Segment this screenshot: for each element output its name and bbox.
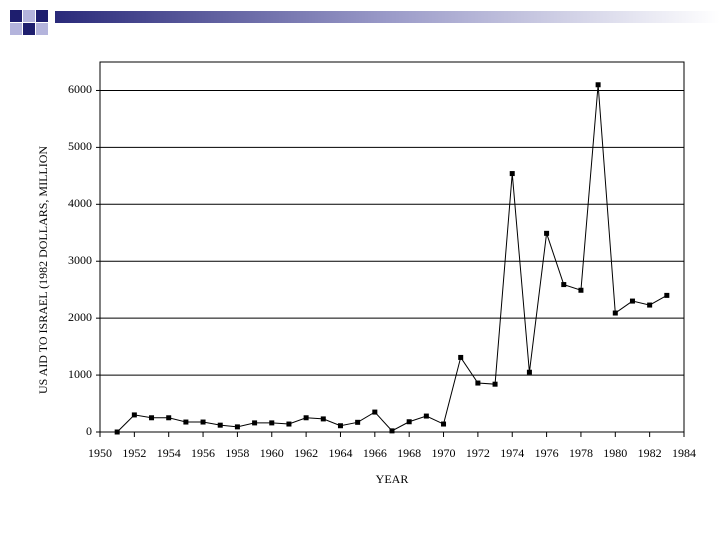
plot-frame [99, 61, 685, 433]
y-tick-label: 6000 [68, 82, 92, 96]
x-tick-label: 1964 [328, 446, 352, 460]
data-point [561, 282, 567, 288]
x-tick-label: 1978 [569, 446, 593, 460]
x-tick-label: 1972 [466, 446, 490, 460]
data-point [149, 415, 155, 421]
data-point [406, 419, 412, 425]
x-tick-label: 1974 [500, 446, 524, 460]
x-tick-label: 1960 [260, 446, 284, 460]
x-tick-label: 1966 [363, 446, 387, 460]
data-point [441, 421, 447, 427]
data-point [166, 415, 172, 421]
data-point [355, 419, 361, 425]
x-tick-label: 1984 [672, 446, 696, 460]
data-point [286, 421, 292, 427]
data-point [458, 354, 464, 360]
decoration [10, 10, 720, 35]
data-point [252, 420, 258, 426]
data-point [269, 420, 275, 426]
x-tick-label: 1958 [225, 446, 249, 460]
data-point [303, 415, 309, 421]
data-point [595, 82, 601, 88]
data-point [629, 298, 635, 304]
x-tick-label: 1954 [157, 446, 181, 460]
x-tick-label: 1950 [88, 446, 112, 460]
y-tick-label: 2000 [68, 310, 92, 324]
data-point [612, 310, 618, 316]
y-tick-label: 5000 [68, 139, 92, 153]
y-tick-label: 1000 [68, 367, 92, 381]
data-line [116, 84, 668, 433]
data-point [664, 292, 670, 298]
x-tick-label: 1980 [603, 446, 627, 460]
data-point [217, 422, 223, 428]
data-point [475, 380, 481, 386]
x-axis-label: YEAR [376, 472, 409, 486]
y-axis-label: US AID TO ISRAEL (1982 DOLLARS, MILLION [36, 146, 50, 394]
data-point [492, 381, 498, 387]
data-point [526, 369, 532, 375]
data-point [131, 412, 137, 418]
x-tick-label: 1952 [122, 446, 146, 460]
data-point [234, 424, 240, 430]
data-point [200, 419, 206, 425]
y-tick-label: 3000 [68, 253, 92, 267]
data-point [423, 413, 429, 419]
x-tick-label: 1970 [432, 446, 456, 460]
data-point [337, 423, 343, 429]
x-tick-label: 1982 [638, 446, 662, 460]
y-tick-label: 4000 [68, 196, 92, 210]
y-tick-label: 0 [86, 424, 92, 438]
data-point [320, 416, 326, 422]
data-point [578, 287, 584, 293]
data-point [372, 409, 378, 415]
x-tick-label: 1968 [397, 446, 421, 460]
data-point [114, 429, 120, 435]
data-point [389, 428, 395, 434]
data-point [544, 230, 550, 236]
x-tick-label: 1956 [191, 446, 215, 460]
x-tick-label: 1976 [535, 446, 559, 460]
data-point [647, 302, 653, 308]
x-tick-label: 1962 [294, 446, 318, 460]
data-point [183, 419, 189, 425]
data-point [509, 171, 515, 177]
